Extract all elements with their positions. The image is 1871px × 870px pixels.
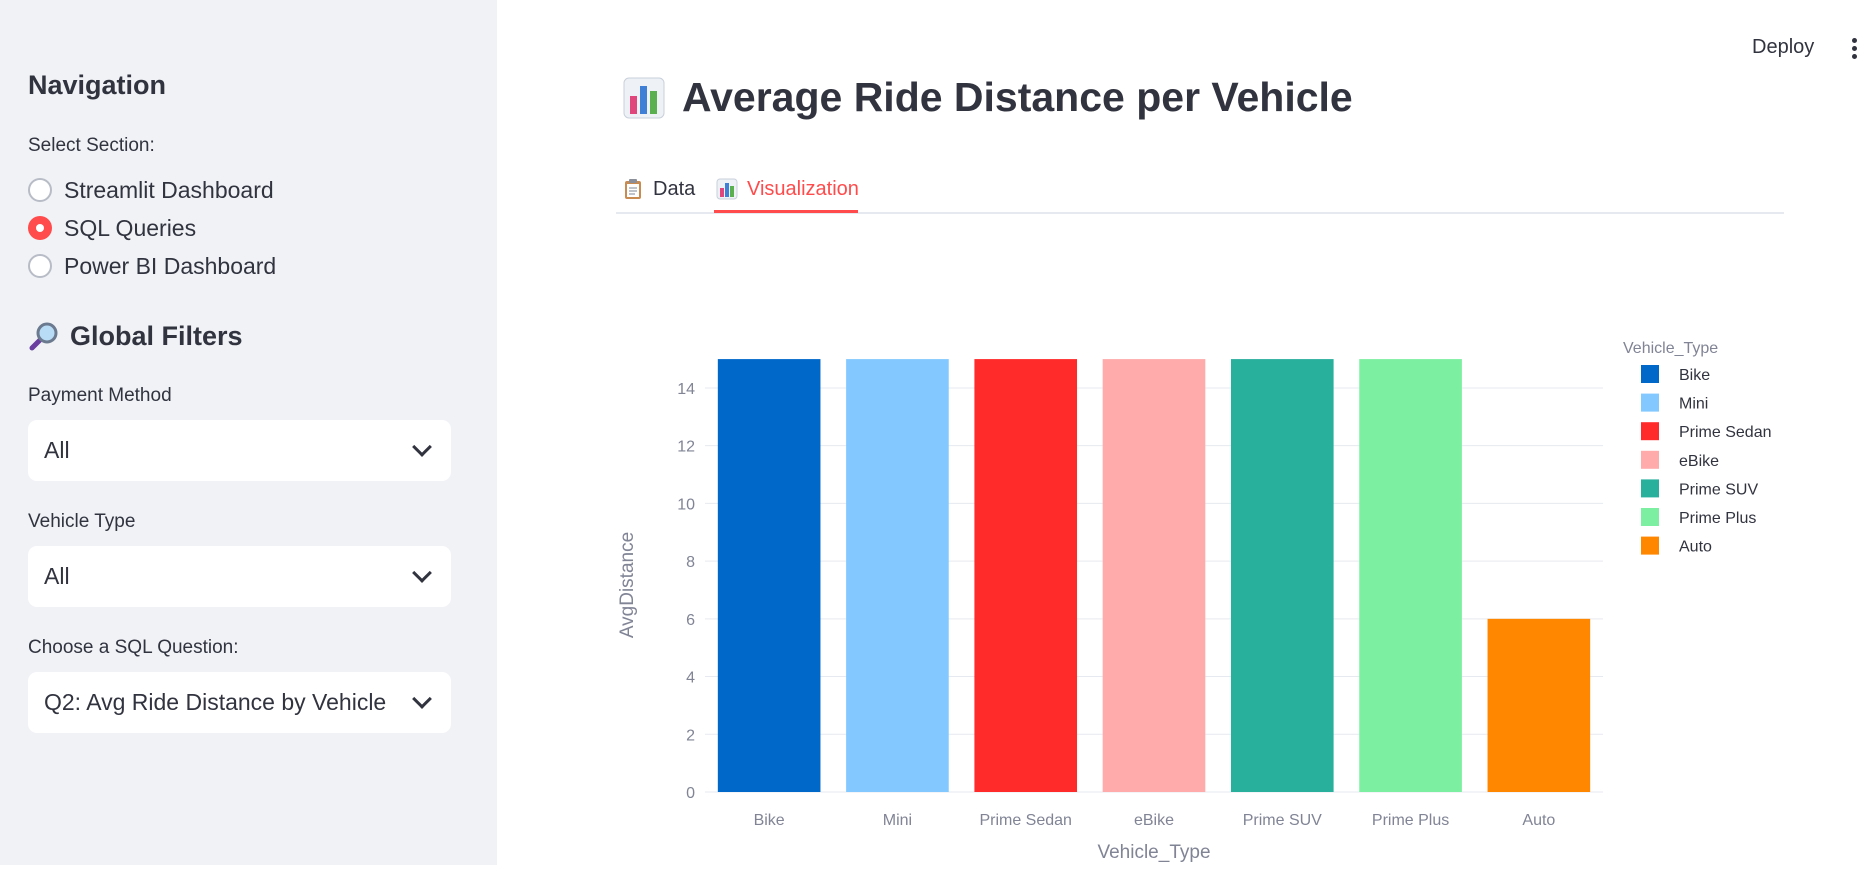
tab-label: Data xyxy=(653,177,696,200)
radio-button[interactable] xyxy=(28,254,52,278)
legend-item-label: Mini xyxy=(1679,396,1708,413)
legend-item-label: Auto xyxy=(1679,539,1712,556)
y-tick-label: 10 xyxy=(677,496,695,513)
legend-title: Vehicle_Type xyxy=(1623,340,1718,357)
x-tick-label: Prime SUV xyxy=(1243,812,1322,829)
legend-item-label: Prime SUV xyxy=(1679,481,1758,498)
select-value: All xyxy=(44,437,70,463)
radio-power-bi-dashboard[interactable]: Power BI Dashboard xyxy=(28,250,276,282)
tab-bar: Data Visualization xyxy=(616,160,1784,214)
sql-question-select[interactable]: Q2: Avg Ride Distance by Vehicle xyxy=(28,672,451,733)
chevron-down-icon xyxy=(412,562,432,583)
bar-chart-icon xyxy=(716,178,738,200)
legend-swatch xyxy=(1641,508,1659,526)
bar-prime-sedan xyxy=(974,359,1078,792)
radio-button-selected[interactable] xyxy=(28,216,52,240)
legend-swatch xyxy=(1641,450,1659,469)
deploy-button[interactable]: Deploy xyxy=(1752,36,1815,58)
kebab-menu-icon[interactable] xyxy=(1850,38,1858,62)
bar-prime-plus xyxy=(1359,359,1462,792)
y-axis-title: AvgDistance xyxy=(617,532,638,638)
bar-prime-suv xyxy=(1230,359,1334,792)
filters-heading: Global Filters xyxy=(28,320,243,352)
chart-svg: 0 2 4 6 8 10 12 14 Bike Mini Prime Sedan eBike Prime… xyxy=(617,340,1772,863)
y-tick-label: 4 xyxy=(686,670,695,687)
x-tick-label: Prime Plus xyxy=(1372,812,1449,829)
legend-swatch xyxy=(1641,479,1659,498)
select-value: Q2: Avg Ride Distance by Vehicle xyxy=(44,689,387,715)
tab-data[interactable]: Data xyxy=(622,166,695,212)
legend-swatch xyxy=(1641,536,1659,555)
legend-item-label: Bike xyxy=(1679,367,1710,384)
chevron-down-icon xyxy=(412,436,432,457)
section-label: Select Section: xyxy=(28,135,155,156)
vehicle-type-select[interactable]: All xyxy=(28,546,451,607)
filters-heading-text: Global Filters xyxy=(70,320,243,351)
x-tick-label: Mini xyxy=(883,812,912,829)
select-value: All xyxy=(44,563,70,589)
y-tick-label: 6 xyxy=(686,612,695,629)
sidebar-heading: Navigation xyxy=(28,70,167,100)
tab-visualization[interactable]: Visualization xyxy=(716,166,859,212)
active-tab-indicator xyxy=(714,210,858,213)
y-tick-label: 14 xyxy=(677,381,695,398)
y-tick-label: 0 xyxy=(686,785,695,802)
y-tick-label: 2 xyxy=(686,727,695,744)
radio-label: SQL Queries xyxy=(64,214,197,241)
radio-streamlit-dashboard[interactable]: Streamlit Dashboard xyxy=(28,174,274,206)
bar-ebike xyxy=(1102,359,1206,792)
legend-item-label: eBike xyxy=(1679,453,1719,470)
legend-swatch xyxy=(1641,365,1659,383)
vehicle-type-label: Vehicle Type xyxy=(28,511,136,532)
x-tick-label: eBike xyxy=(1134,812,1174,829)
page-title-text: Average Ride Distance per Vehicle xyxy=(682,74,1353,120)
payment-method-select[interactable]: All xyxy=(28,420,451,481)
legend-swatch xyxy=(1641,393,1659,412)
bar-chart-icon xyxy=(622,76,666,120)
legend-swatch xyxy=(1641,422,1659,441)
chevron-down-icon xyxy=(412,688,432,709)
payment-method-label: Payment Method xyxy=(28,385,172,406)
radio-sql-queries[interactable]: SQL Queries xyxy=(28,212,196,244)
x-tick-label: Auto xyxy=(1522,812,1555,829)
magnifier-icon xyxy=(28,320,60,352)
sidebar: Navigation Select Section: Streamlit Das… xyxy=(0,0,497,865)
bar-chart[interactable]: 0 2 4 6 8 10 12 14 Bike Mini Prime Sedan eBike Prime… xyxy=(610,320,1810,870)
bar-auto xyxy=(1487,618,1591,792)
sql-question-label: Choose a SQL Question: xyxy=(28,637,239,658)
radio-label: Streamlit Dashboard xyxy=(64,176,274,203)
radio-button[interactable] xyxy=(28,178,52,202)
x-tick-label: Prime Sedan xyxy=(979,812,1072,829)
legend-item-label: Prime Sedan xyxy=(1679,424,1772,441)
y-tick-label: 8 xyxy=(686,554,695,571)
x-tick-label: Bike xyxy=(754,812,785,829)
bar-bike xyxy=(717,359,821,792)
radio-label: Power BI Dashboard xyxy=(64,252,277,279)
clipboard-icon xyxy=(622,178,644,200)
y-tick-label: 12 xyxy=(677,439,695,456)
tab-label: Visualization xyxy=(747,177,859,200)
legend-item-label: Prime Plus xyxy=(1679,510,1756,527)
page-title: Average Ride Distance per Vehicle xyxy=(622,74,1353,121)
bar-mini xyxy=(846,359,949,792)
x-axis-title: Vehicle_Type xyxy=(1097,842,1210,863)
